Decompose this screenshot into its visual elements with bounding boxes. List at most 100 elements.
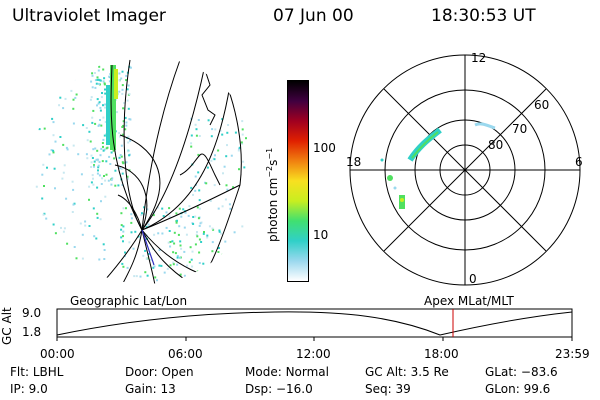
noise-speckle [80,173,83,176]
noise-speckle [183,226,186,229]
timeline-right-label: Apex MLat/MLT [424,294,514,308]
noise-speckle [199,222,202,225]
noise-speckle [241,128,244,131]
noise-speckle [119,167,122,170]
noise-speckle [93,165,95,168]
noise-speckle [84,220,87,223]
noise-speckle [103,175,105,177]
noise-speckle [194,123,197,126]
noise-speckle [233,231,236,234]
noise-speckle [75,93,78,96]
noise-speckle [95,237,98,240]
noise-speckle [99,119,101,121]
noise-speckle [127,135,130,138]
noise-speckle [145,257,148,260]
noise-speckle [114,184,117,187]
noise-speckle [99,106,102,109]
noise-speckle [244,239,247,242]
noise-speckle [218,230,221,233]
noise-speckle [50,94,53,97]
noise-speckle [122,235,124,238]
noise-speckle [108,75,111,78]
noise-speckle [208,225,211,228]
noise-speckle [207,119,210,122]
noise-speckle [168,230,171,232]
timeline-tick-0600: 06:00 [168,347,203,361]
noise-speckle [132,247,135,250]
noise-speckle [152,266,155,269]
noise-speckle [46,166,48,169]
noise-speckle [72,203,75,206]
noise-speckle [120,236,123,239]
noise-speckle [113,157,116,160]
noise-speckle [102,80,105,83]
info-flt: Flt: LBHL [10,365,64,379]
noise-speckle [102,149,105,152]
noise-speckle [166,267,169,270]
noise-speckle [47,237,50,239]
noise-speckle [245,137,247,140]
noise-speckle [142,254,145,257]
noise-speckle [86,157,89,160]
noise-speckle [118,72,121,75]
noise-speckle [120,212,123,215]
noise-speckle [124,251,126,254]
noise-speckle [176,255,179,257]
noise-speckle [198,199,201,202]
noise-speckle [206,234,209,237]
noise-speckle [98,82,100,85]
noise-speckle [223,165,226,168]
info-glon: GLon: 99.6 [485,382,551,396]
noise-speckle [120,144,123,147]
noise-speckle [98,258,101,261]
noise-speckle [119,154,122,157]
noise-speckle [99,154,102,157]
noise-speckle [128,118,131,121]
time: 18:30:53 UT [431,6,536,26]
noise-speckle [197,171,200,174]
noise-speckle [92,109,95,112]
noise-speckle [211,128,214,131]
noise-speckle [130,213,133,216]
noise-speckle [96,158,99,161]
noise-speckle [124,128,127,131]
noise-speckle [90,80,93,83]
noise-speckle [161,207,164,210]
noise-speckle [73,78,76,81]
noise-speckle [125,74,128,77]
noise-speckle [243,166,246,169]
noise-speckle [122,207,125,210]
polar-ring-label-60: 60 [534,98,549,112]
noise-speckle [117,184,120,187]
noise-speckle [204,181,206,184]
geographic-image [35,59,247,284]
noise-speckle [98,101,101,104]
noise-speckle [192,216,195,218]
noise-speckle [174,252,177,255]
polar-label-18: 18 [346,155,361,169]
noise-speckle [179,240,182,243]
noise-speckle [146,274,149,277]
noise-speckle [241,133,244,136]
noise-speckle [144,249,147,252]
noise-speckle [127,107,130,110]
noise-speckle [217,247,220,249]
noise-speckle [169,241,172,243]
noise-speckle [52,151,55,154]
noise-speckle [157,206,159,209]
noise-speckle [65,197,68,200]
noise-speckle [54,187,56,190]
noise-speckle [198,262,201,264]
noise-speckle [91,174,94,177]
noise-speckle [55,87,58,90]
noise-speckle [127,177,129,180]
noise-speckle [206,236,209,239]
noise-speckle [43,127,46,130]
noise-speckle [89,98,92,101]
noise-speckle [145,225,148,228]
noise-speckle [153,233,156,236]
emission-band-core [114,69,118,99]
noise-speckle [123,102,126,104]
noise-speckle [210,159,213,162]
noise-speckle [241,142,244,145]
